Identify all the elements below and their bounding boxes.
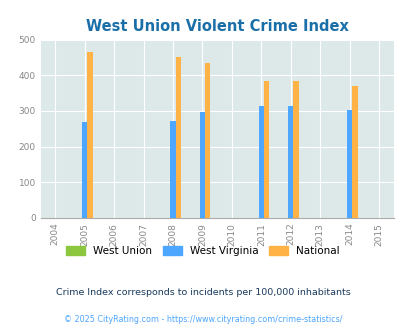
Bar	[205, 63, 210, 218]
Bar	[288, 106, 293, 218]
Bar	[293, 81, 298, 218]
Bar	[346, 110, 352, 218]
Bar	[258, 106, 263, 218]
Text: Crime Index corresponds to incidents per 100,000 inhabitants: Crime Index corresponds to incidents per…	[55, 288, 350, 297]
Bar	[199, 112, 205, 218]
Bar	[170, 121, 175, 218]
Bar	[263, 81, 269, 218]
Bar	[175, 57, 181, 218]
Bar	[82, 121, 87, 218]
Text: © 2025 CityRating.com - https://www.cityrating.com/crime-statistics/: © 2025 CityRating.com - https://www.city…	[64, 315, 341, 324]
Bar	[352, 86, 357, 218]
Bar	[87, 52, 92, 218]
Legend: West Union, West Virginia, National: West Union, West Virginia, National	[62, 242, 343, 260]
Title: West Union Violent Crime Index: West Union Violent Crime Index	[85, 19, 348, 34]
